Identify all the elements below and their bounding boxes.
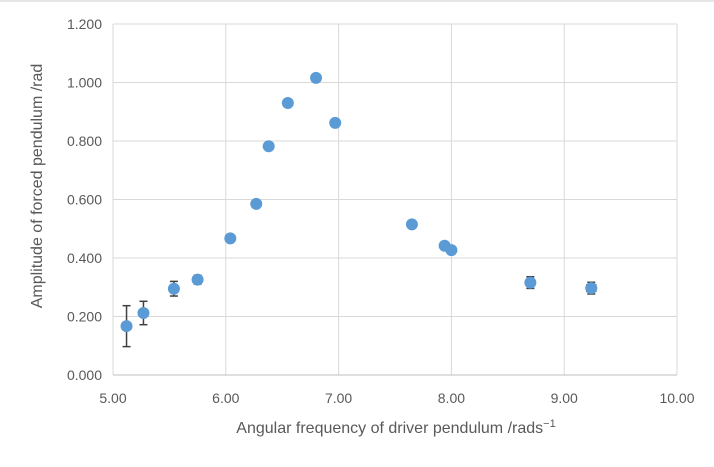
y-tick-label: 1.000: [67, 75, 102, 91]
y-tick-label: 0.400: [67, 250, 102, 266]
data-point: [329, 116, 342, 129]
data-points: [120, 71, 598, 333]
x-axis-title: Angular frequency of driver pendulum /ra…: [236, 418, 555, 437]
data-point: [167, 282, 180, 295]
data-point: [120, 320, 133, 333]
data-point: [224, 232, 237, 245]
tick-labels: 5.00 6.00 7.00 8.00 9.00 10.00 0.000 0.200 0.400…: [67, 16, 695, 406]
data-point: [405, 218, 418, 231]
x-tick-label: 7.00: [325, 390, 352, 406]
gridlines: [112, 23, 678, 376]
data-point: [191, 273, 204, 286]
y-tick-label: 0.600: [67, 192, 102, 208]
x-tick-label: 10.00: [659, 390, 694, 406]
x-tick-label: 5.00: [99, 390, 126, 406]
x-tick-label: 8.00: [438, 390, 465, 406]
data-point: [281, 96, 294, 109]
data-point: [310, 71, 323, 84]
y-tick-label: 1.200: [67, 16, 102, 32]
data-point: [524, 276, 537, 289]
data-point: [445, 244, 458, 257]
y-axis-title: Amplitude of forced pendulum /rad: [29, 64, 46, 309]
error-bars: [122, 73, 597, 348]
y-tick-label: 0.000: [67, 367, 102, 383]
data-point: [250, 197, 263, 210]
x-tick-label: 9.00: [551, 390, 578, 406]
y-tick-label: 0.800: [67, 133, 102, 149]
data-point: [262, 140, 275, 153]
top-border-line: [0, 0, 714, 2]
y-tick-label: 0.200: [67, 309, 102, 325]
data-point: [137, 306, 150, 319]
x-tick-label: 6.00: [212, 390, 239, 406]
data-point: [585, 282, 598, 295]
